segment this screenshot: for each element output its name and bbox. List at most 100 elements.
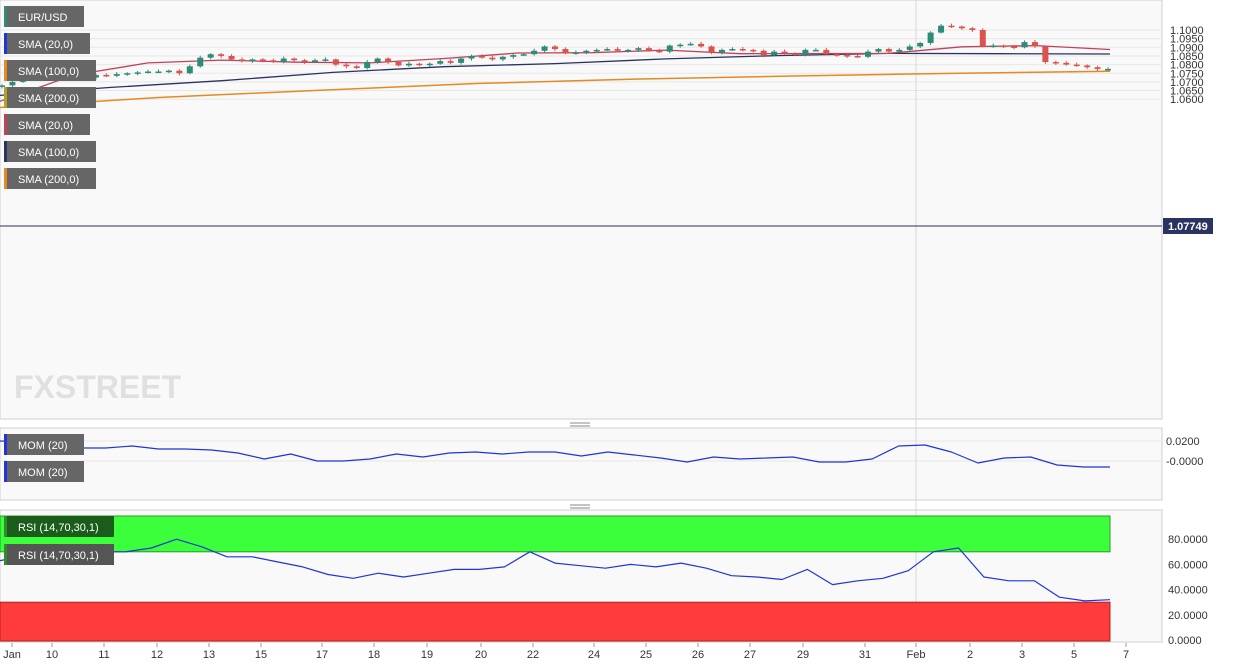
candle-body bbox=[969, 28, 976, 30]
x-tick-label: 11 bbox=[98, 649, 109, 661]
candle-body bbox=[1063, 62, 1070, 65]
candle-body bbox=[405, 63, 412, 66]
candle-body bbox=[917, 42, 924, 47]
legend-item[interactable]: SMA (100,0) bbox=[4, 60, 96, 81]
x-tick-label: 18 bbox=[368, 649, 380, 661]
watermark: FXSTREET bbox=[14, 369, 182, 405]
candle-body bbox=[520, 54, 527, 56]
legend-item[interactable]: SMA (200,0) bbox=[4, 168, 96, 189]
candle-body bbox=[113, 74, 120, 76]
x-tick-label: 29 bbox=[797, 649, 809, 661]
candle-body bbox=[447, 61, 454, 63]
legend-swatch bbox=[4, 60, 7, 81]
legend-item-box bbox=[4, 114, 90, 135]
current-price-tag bbox=[1163, 218, 1213, 234]
candle-body bbox=[489, 57, 496, 60]
candle-body bbox=[1031, 42, 1038, 47]
legend-label: SMA (100,0) bbox=[18, 66, 79, 78]
x-tick-label: 24 bbox=[588, 649, 600, 661]
candle-body bbox=[416, 63, 423, 66]
legend-item-box bbox=[4, 6, 84, 27]
candle-body bbox=[812, 49, 819, 52]
x-tick-label: 26 bbox=[692, 649, 704, 661]
candle-body bbox=[301, 60, 308, 63]
candle-body bbox=[1000, 45, 1007, 48]
candle-body bbox=[718, 49, 725, 53]
legend-item[interactable]: SMA (20,0) bbox=[4, 33, 90, 54]
candle-body bbox=[426, 63, 433, 66]
candle-body bbox=[698, 43, 705, 47]
price-tick-label: 1.0950 bbox=[1170, 34, 1204, 46]
legend-swatch bbox=[4, 544, 7, 565]
candle-body bbox=[541, 46, 548, 51]
candle-body bbox=[938, 25, 945, 33]
x-tick-label: 13 bbox=[203, 649, 215, 661]
candle-body bbox=[9, 81, 16, 86]
legend-label: SMA (200,0) bbox=[18, 174, 79, 186]
legend-item-box bbox=[4, 87, 96, 108]
candle-body bbox=[1084, 65, 1091, 68]
legend-label: EUR/USD bbox=[18, 12, 68, 24]
candle-body bbox=[1011, 46, 1018, 48]
candle-body bbox=[322, 59, 329, 61]
candle-body bbox=[625, 49, 632, 52]
candle-body bbox=[645, 48, 652, 51]
legend-swatch bbox=[4, 87, 7, 108]
candle-body bbox=[791, 53, 798, 55]
legend-item[interactable]: MOM (20) bbox=[4, 461, 84, 482]
candle-body bbox=[395, 62, 402, 66]
legend-label: SMA (200,0) bbox=[18, 93, 79, 105]
legend-label: MOM (20) bbox=[18, 467, 68, 479]
legend-label: MOM (20) bbox=[18, 440, 68, 452]
rsi-resize-handle[interactable] bbox=[570, 504, 590, 509]
candle-body bbox=[885, 49, 892, 52]
current-price-label: 1.07749 bbox=[1168, 221, 1208, 233]
legend-swatch bbox=[4, 168, 7, 189]
candle-body bbox=[291, 58, 298, 61]
candle-body bbox=[499, 56, 506, 60]
x-tick-label: 10 bbox=[46, 649, 58, 661]
candle-body bbox=[353, 66, 360, 69]
candles bbox=[0, 23, 1111, 89]
legend-item[interactable]: SMA (20,0) bbox=[4, 114, 90, 135]
price-tick-label: 1.0600 bbox=[1170, 94, 1204, 106]
candle-body bbox=[635, 48, 642, 50]
rsi-oversold-zone bbox=[0, 601, 1111, 642]
candle-body bbox=[0, 85, 5, 87]
legend-swatch bbox=[4, 461, 7, 482]
candle-body bbox=[844, 55, 851, 57]
candle-body bbox=[124, 73, 131, 75]
candle-body bbox=[572, 52, 579, 54]
x-tick-label: 3 bbox=[1019, 649, 1025, 661]
candle-body bbox=[385, 58, 392, 63]
candle-body bbox=[103, 74, 110, 77]
candle-body bbox=[531, 50, 538, 55]
candle-body bbox=[614, 49, 621, 51]
price-tick-label: 1.0750 bbox=[1170, 68, 1204, 80]
candle-body bbox=[186, 66, 193, 74]
legend-item[interactable]: SMA (100,0) bbox=[4, 141, 96, 162]
candle-body bbox=[677, 44, 684, 47]
legend-item[interactable]: SMA (200,0) bbox=[4, 87, 96, 108]
legend-item[interactable]: RSI (14,70,30,1) bbox=[4, 544, 114, 565]
sma-lines bbox=[0, 44, 1111, 109]
legend-item[interactable]: EUR/USD bbox=[4, 6, 84, 27]
candle-body bbox=[896, 49, 903, 52]
candle-body bbox=[165, 70, 172, 73]
mom-resize-handle[interactable] bbox=[570, 422, 590, 427]
legend-item-box bbox=[4, 168, 96, 189]
candle-body bbox=[583, 50, 590, 53]
candle-body bbox=[708, 46, 715, 53]
candle-body bbox=[875, 49, 882, 52]
legend-item[interactable]: MOM (20) bbox=[4, 434, 84, 455]
candle-body bbox=[374, 58, 381, 63]
sma100-line bbox=[0, 52, 1111, 97]
legend-item[interactable]: RSI (14,70,30,1) bbox=[4, 516, 114, 537]
x-tick-label: 31 bbox=[859, 649, 871, 661]
rsi-tick-label: 80.0000 bbox=[1168, 534, 1208, 546]
rsi-tick-label: 40.0000 bbox=[1168, 585, 1208, 597]
candle-body bbox=[593, 49, 600, 52]
candle-body bbox=[332, 59, 339, 65]
x-tick-label: 19 bbox=[421, 649, 433, 661]
